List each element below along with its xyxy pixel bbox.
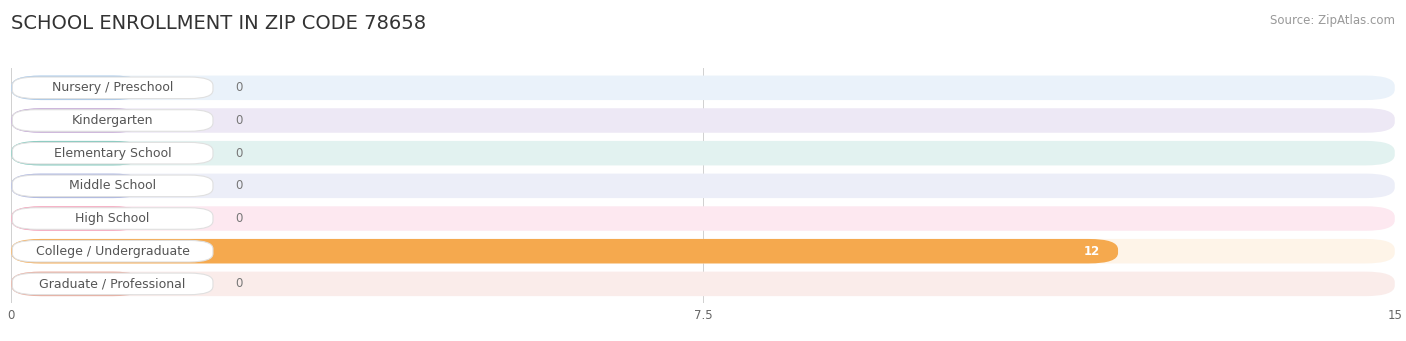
Text: SCHOOL ENROLLMENT IN ZIP CODE 78658: SCHOOL ENROLLMENT IN ZIP CODE 78658 [11, 14, 426, 33]
Text: 0: 0 [235, 147, 242, 160]
FancyBboxPatch shape [13, 110, 212, 131]
Text: 0: 0 [235, 277, 242, 291]
FancyBboxPatch shape [13, 175, 212, 197]
Text: Middle School: Middle School [69, 179, 156, 192]
Text: Graduate / Professional: Graduate / Professional [39, 277, 186, 291]
Text: 0: 0 [235, 212, 242, 225]
FancyBboxPatch shape [13, 240, 212, 262]
Text: Nursery / Preschool: Nursery / Preschool [52, 81, 173, 94]
Text: Source: ZipAtlas.com: Source: ZipAtlas.com [1270, 14, 1395, 27]
FancyBboxPatch shape [11, 272, 142, 296]
FancyBboxPatch shape [13, 208, 212, 229]
FancyBboxPatch shape [11, 108, 1395, 133]
FancyBboxPatch shape [13, 77, 212, 99]
Text: 0: 0 [235, 81, 242, 94]
FancyBboxPatch shape [11, 239, 1395, 264]
Text: College / Undergraduate: College / Undergraduate [35, 245, 190, 258]
FancyBboxPatch shape [11, 108, 142, 133]
FancyBboxPatch shape [11, 272, 1395, 296]
Text: 0: 0 [235, 179, 242, 192]
FancyBboxPatch shape [11, 76, 142, 100]
FancyBboxPatch shape [11, 206, 1395, 231]
FancyBboxPatch shape [11, 174, 1395, 198]
Text: 0: 0 [235, 114, 242, 127]
Text: Elementary School: Elementary School [53, 147, 172, 160]
Text: 12: 12 [1084, 245, 1099, 258]
FancyBboxPatch shape [11, 239, 1118, 264]
FancyBboxPatch shape [11, 206, 142, 231]
FancyBboxPatch shape [11, 76, 1395, 100]
FancyBboxPatch shape [11, 174, 142, 198]
FancyBboxPatch shape [13, 273, 212, 295]
Text: High School: High School [76, 212, 150, 225]
Text: Kindergarten: Kindergarten [72, 114, 153, 127]
FancyBboxPatch shape [13, 143, 212, 164]
FancyBboxPatch shape [11, 141, 142, 165]
FancyBboxPatch shape [11, 141, 1395, 165]
